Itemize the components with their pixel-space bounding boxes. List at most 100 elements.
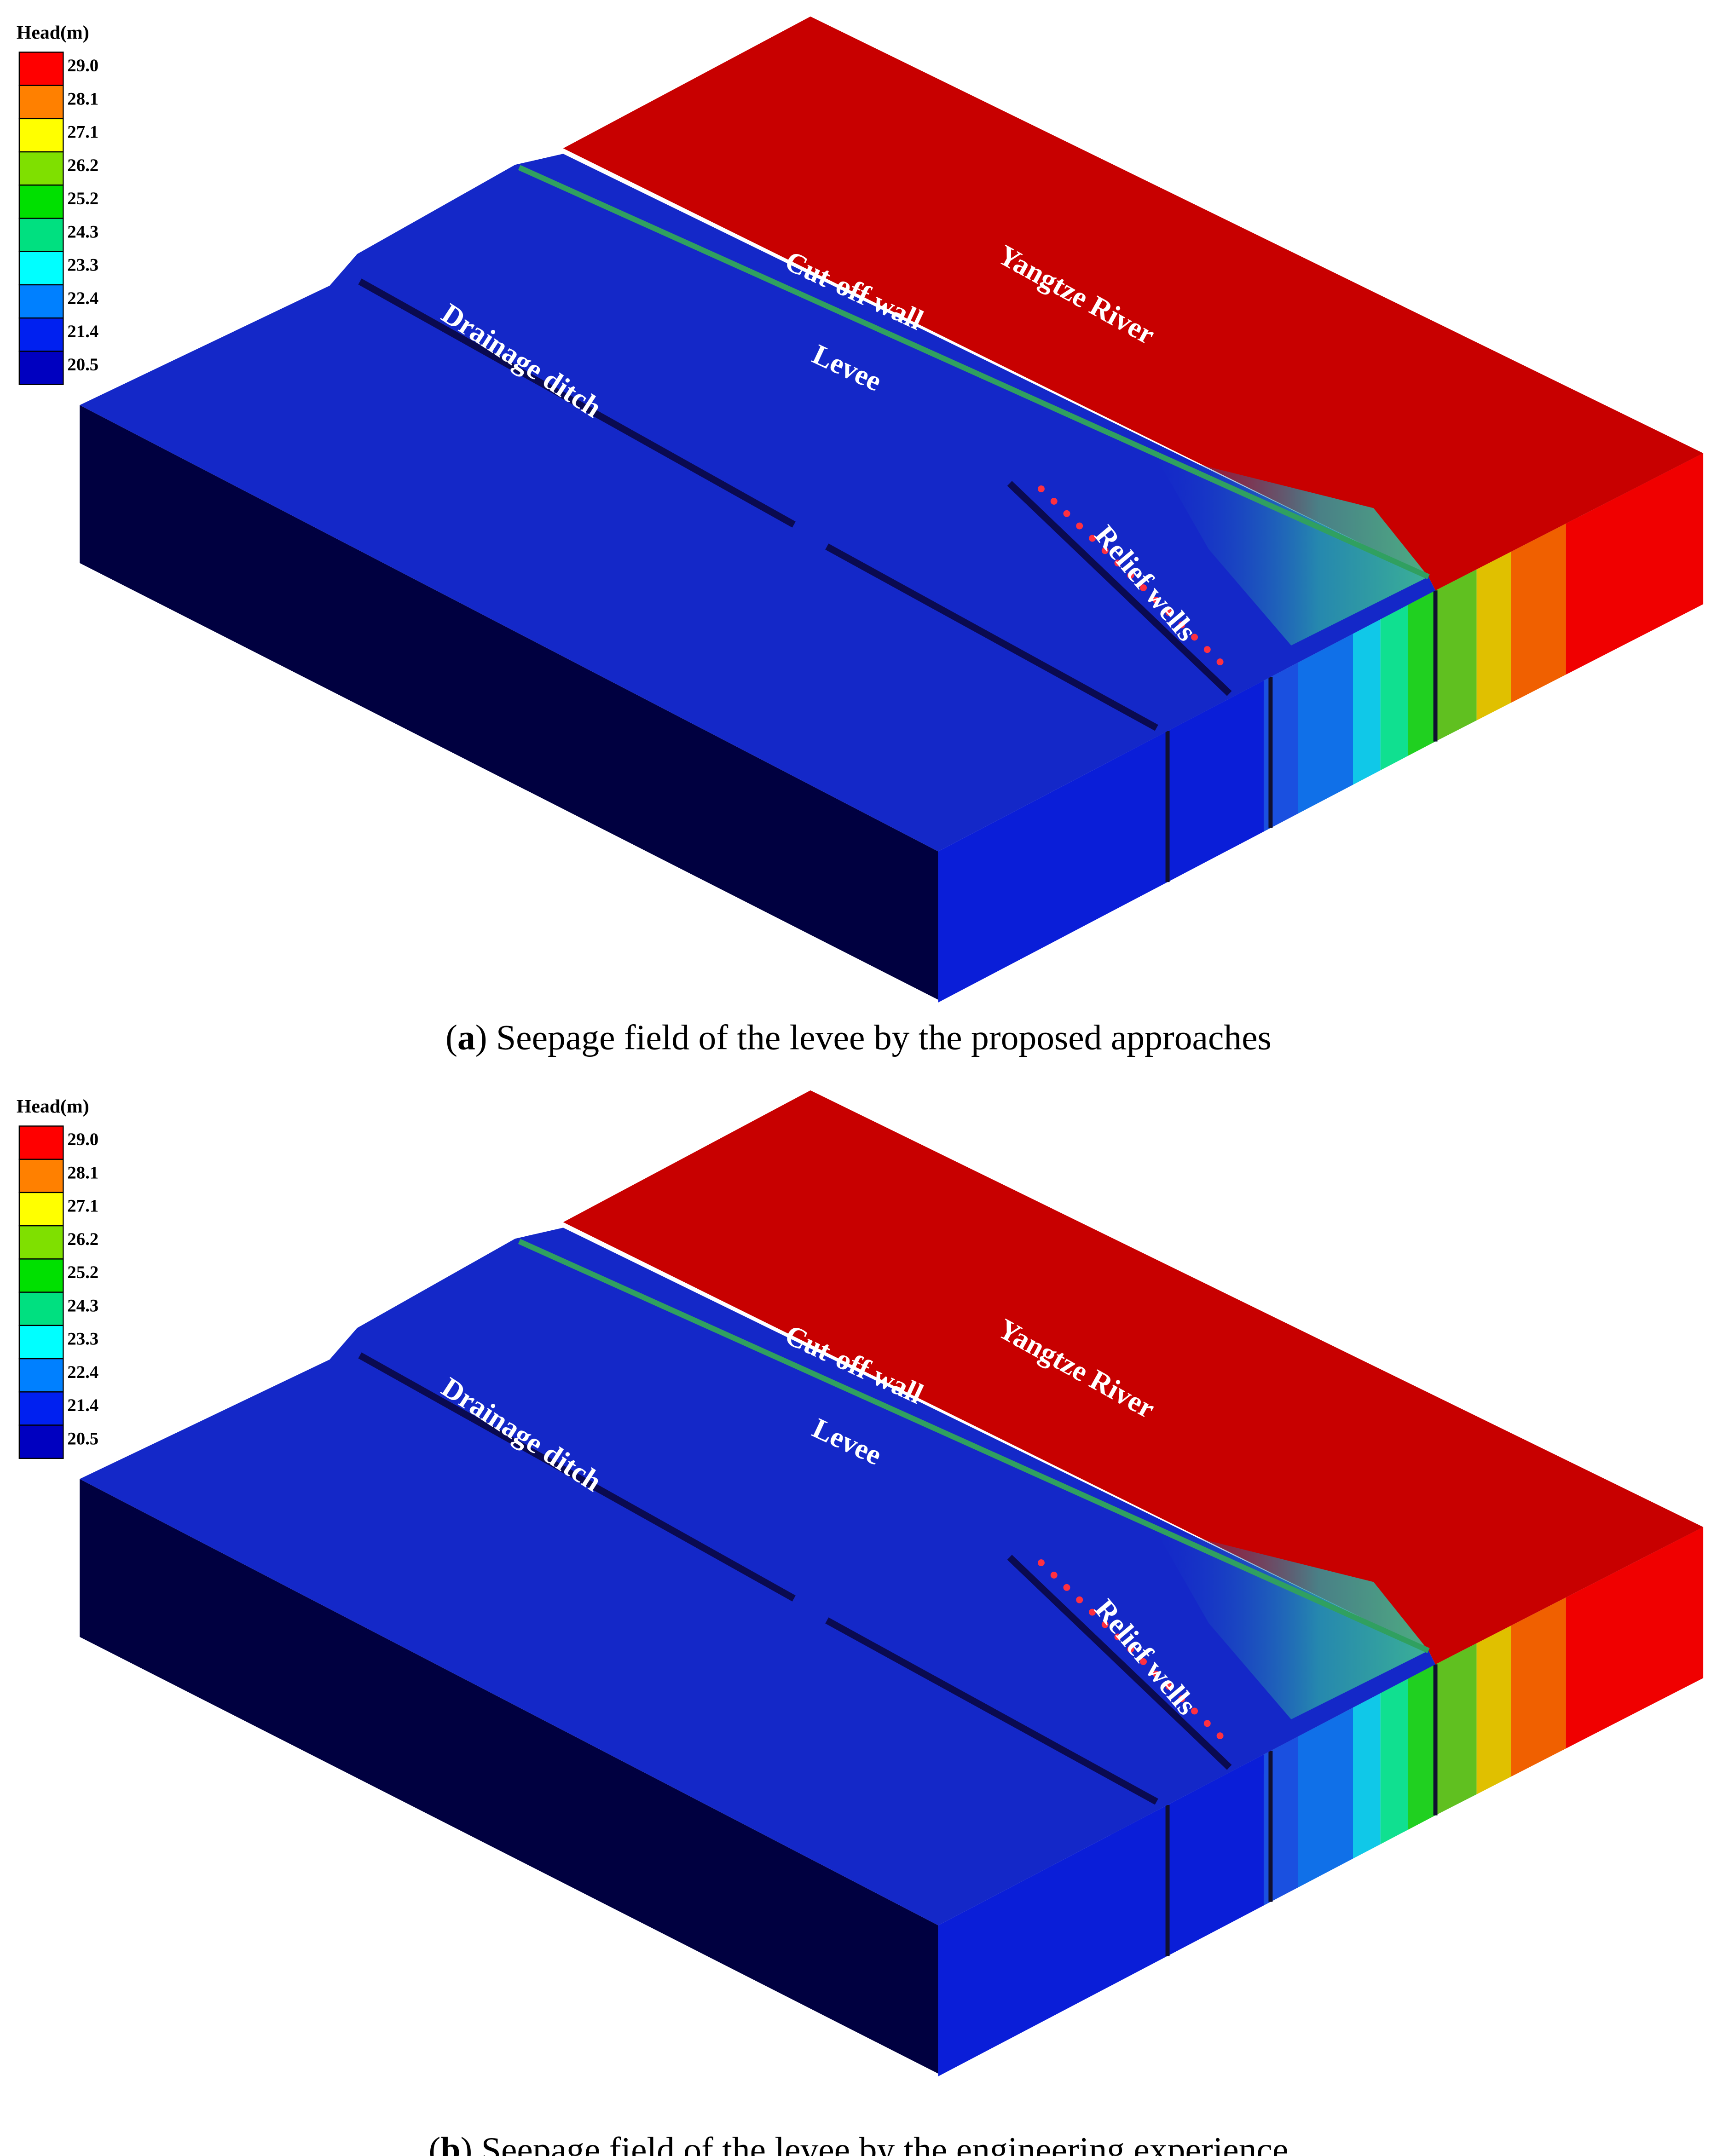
relief-well: [1216, 1732, 1224, 1740]
side-band: [1566, 1527, 1704, 1749]
legend-swatch: [18, 1424, 64, 1459]
legend-level: 22.4: [67, 1362, 98, 1382]
ditch: [1007, 481, 1232, 696]
side-band: [1476, 552, 1511, 721]
legend-level: 20.5: [67, 355, 98, 375]
river-surface: [563, 16, 1704, 591]
legend-swatch: [18, 218, 64, 252]
legend-swatch: [18, 251, 64, 286]
side-band: [1511, 523, 1566, 703]
levee-crest: [518, 1239, 1430, 1654]
legend-swatch: [18, 52, 64, 86]
relief-well: [1038, 1559, 1045, 1567]
side-band: [1353, 619, 1381, 785]
legend-level: 21.4: [67, 322, 98, 341]
relief-well: [1203, 646, 1211, 653]
legend-level: 23.3: [67, 255, 98, 275]
legend-level: 27.1: [67, 122, 98, 142]
legend-level: 24.3: [67, 222, 98, 242]
legend-swatch: [18, 351, 64, 385]
river-surface: [563, 1090, 1704, 1665]
ditch: [358, 278, 796, 528]
seepage-zone: [1154, 453, 1429, 646]
legend-swatch: [18, 151, 64, 186]
side-band: [1353, 1693, 1381, 1859]
ditch: [825, 1617, 1158, 1805]
legend-swatch: [18, 1325, 64, 1360]
relief-well: [1152, 1670, 1160, 1678]
side-band: [1566, 453, 1704, 675]
caption: (a) Seepage field of the levee by the pr…: [445, 1017, 1272, 1057]
relief-well: [1114, 559, 1122, 567]
relief-well: [1140, 1658, 1147, 1665]
levee-crest: [518, 165, 1430, 580]
caption-open: (: [429, 2130, 441, 2156]
ditch: [1007, 1555, 1232, 1770]
caption: (b) Seepage field of the levee by the en…: [429, 2130, 1289, 2156]
relief-well: [1152, 596, 1160, 604]
side-band: [1408, 590, 1436, 756]
legend-swatch: [18, 85, 64, 120]
relief-well: [1089, 1608, 1096, 1616]
caption-text: ) Seepage field of the levee by the prop…: [475, 1017, 1272, 1057]
legend-level: 26.2: [67, 156, 98, 175]
seepage-zone: [1154, 1527, 1429, 1719]
side-band: [1298, 634, 1353, 814]
relief-well: [1191, 634, 1198, 641]
relief-well: [1203, 1720, 1211, 1727]
legend-level: 24.3: [67, 1296, 98, 1315]
relief-well: [1101, 1621, 1109, 1628]
legend-level: 28.1: [67, 89, 98, 109]
side-band: [1476, 1626, 1511, 1794]
legend-title: Head(m): [17, 1096, 89, 1117]
legend-level: 28.1: [67, 1163, 98, 1182]
legend-swatch: [18, 1225, 64, 1260]
relief-well: [1127, 572, 1134, 579]
legend-level: 22.4: [67, 288, 98, 308]
relief-well: [1038, 485, 1045, 493]
side-band: [1435, 569, 1477, 742]
relief-well: [1178, 621, 1185, 628]
legend-swatch: [18, 1358, 64, 1393]
ditch: [825, 543, 1158, 731]
legend-title: Head(m): [17, 22, 89, 43]
legend-swatch: [18, 1291, 64, 1326]
relief-well: [1063, 510, 1070, 517]
relief-well: [1191, 1707, 1198, 1715]
front-face: [80, 1479, 938, 2074]
legend-level: 27.1: [67, 1196, 98, 1216]
legend-swatch: [18, 1192, 64, 1227]
relief-well: [1050, 497, 1058, 505]
ditch: [358, 1352, 796, 1602]
legend-level: 25.2: [67, 189, 98, 208]
legend-level: 26.2: [67, 1229, 98, 1249]
relief-well: [1178, 1695, 1185, 1702]
legend-level: 23.3: [67, 1329, 98, 1349]
legend-swatch: [18, 118, 64, 153]
relief-well: [1050, 1572, 1058, 1579]
legend-swatch: [18, 1159, 64, 1193]
legend-swatch: [18, 284, 64, 319]
side-band: [1380, 605, 1408, 771]
relief-well: [1140, 584, 1147, 591]
side-band: [1298, 1707, 1353, 1888]
side-band: [938, 680, 1264, 1003]
legend-swatch: [18, 1258, 64, 1293]
legend-swatch: [18, 1125, 64, 1160]
relief-well: [1165, 609, 1173, 616]
relief-well: [1089, 535, 1096, 542]
caption-text: ) Seepage field of the levee by the engi…: [461, 2130, 1289, 2156]
side-band: [1435, 1643, 1477, 1816]
relief-well: [1114, 1633, 1122, 1641]
relief-well: [1076, 1596, 1083, 1603]
legend-level: 25.2: [67, 1262, 98, 1282]
legend-level: 29.0: [67, 1130, 98, 1149]
legend-level: 21.4: [67, 1395, 98, 1415]
legend-swatch: [18, 317, 64, 352]
legend-level: 20.5: [67, 1429, 98, 1448]
relief-well: [1127, 1646, 1134, 1653]
